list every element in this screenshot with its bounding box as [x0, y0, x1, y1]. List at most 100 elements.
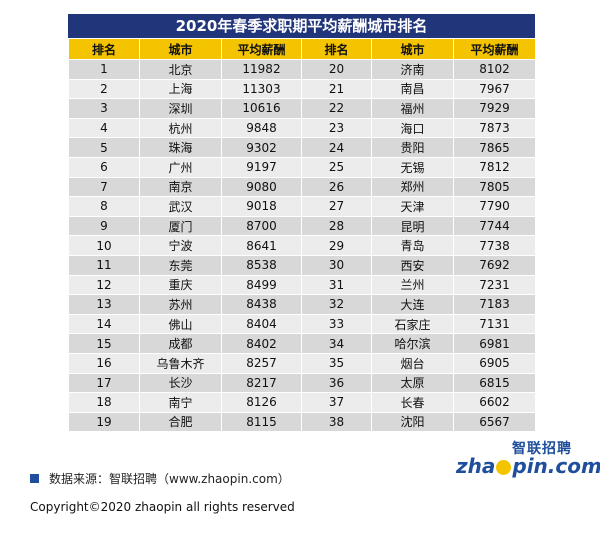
table-row: 17 长沙 8217 36 太原 6815 — [68, 372, 536, 394]
cell-salary-right: 6602 — [453, 392, 536, 413]
cell-salary-right: 7131 — [453, 313, 536, 335]
cell-salary-right: 7231 — [453, 274, 536, 296]
header-row: 排名 城市 平均薪酬 排名 城市 平均薪酬 — [68, 38, 536, 60]
cell-city-right: 南昌 — [371, 78, 454, 100]
header-city-right: 城市 — [371, 38, 454, 60]
cell-city-right: 天津 — [371, 196, 454, 217]
table-row: 1 北京 11982 20 济南 8102 — [68, 59, 536, 80]
cell-rank-right: 21 — [301, 78, 372, 100]
cell-city-right: 青岛 — [371, 235, 454, 256]
cell-salary-right: 7812 — [453, 156, 536, 178]
bullet-square-icon — [30, 474, 39, 483]
table-row: 11 东莞 8538 30 西安 7692 — [68, 254, 536, 276]
cell-salary-left: 8438 — [221, 294, 302, 315]
table-row: 3 深圳 10616 22 福州 7929 — [68, 98, 536, 119]
table-row: 13 苏州 8438 32 大连 7183 — [68, 294, 536, 315]
header-city-left: 城市 — [139, 38, 222, 60]
salary-ranking-table-container: 2020年春季求职期平均薪酬城市排名 排名 城市 平均薪酬 排名 城市 平均薪酬… — [68, 14, 536, 433]
cell-city-left: 深圳 — [139, 98, 222, 119]
cell-salary-left: 8700 — [221, 215, 302, 237]
cell-rank-right: 24 — [301, 137, 372, 158]
cell-city-left: 北京 — [139, 59, 222, 80]
cell-rank-left: 3 — [68, 98, 140, 119]
table-row: 8 武汉 9018 27 天津 7790 — [68, 196, 536, 217]
cell-rank-left: 4 — [68, 117, 140, 139]
salary-ranking-table: 排名 城市 平均薪酬 排名 城市 平均薪酬 1 北京 11982 20 济南 8102 2 上… — [68, 38, 536, 433]
cell-salary-right: 7929 — [453, 98, 536, 119]
cell-city-left: 重庆 — [139, 274, 222, 296]
cell-salary-left: 11303 — [221, 78, 302, 100]
logo-prefix: zha — [456, 454, 496, 478]
table-row: 7 南京 9080 26 郑州 7805 — [68, 176, 536, 198]
cell-rank-right: 23 — [301, 117, 372, 139]
cell-city-right: 沈阳 — [371, 411, 454, 433]
header-salary-right: 平均薪酬 — [453, 38, 536, 60]
cell-city-right: 海口 — [371, 117, 454, 139]
cell-city-left: 东莞 — [139, 254, 222, 276]
cell-salary-left: 10616 — [221, 98, 302, 119]
cell-rank-right: 32 — [301, 294, 372, 315]
cell-salary-left: 8641 — [221, 235, 302, 256]
cell-rank-left: 12 — [68, 274, 140, 296]
cell-rank-left: 18 — [68, 392, 140, 413]
cell-city-left: 长沙 — [139, 372, 222, 394]
cell-salary-right: 7865 — [453, 137, 536, 158]
logo-chinese-text: 智联招聘 — [512, 441, 572, 457]
cell-rank-left: 6 — [68, 156, 140, 178]
cell-rank-right: 27 — [301, 196, 372, 217]
cell-city-left: 珠海 — [139, 137, 222, 158]
table-row: 2 上海 11303 21 南昌 7967 — [68, 78, 536, 100]
cell-rank-right: 30 — [301, 254, 372, 276]
cell-rank-right: 31 — [301, 274, 372, 296]
logo-o-circle-icon — [496, 460, 512, 475]
cell-city-left: 南京 — [139, 176, 222, 198]
table-row: 9 厦门 8700 28 昆明 7744 — [68, 215, 536, 237]
header-rank-right: 排名 — [301, 38, 372, 60]
cell-city-right: 贵阳 — [371, 137, 454, 158]
cell-city-right: 无锡 — [371, 156, 454, 178]
cell-salary-left: 9018 — [221, 196, 302, 217]
cell-salary-left: 8115 — [221, 411, 302, 433]
logo-suffix: pin.com — [512, 454, 600, 478]
cell-city-left: 南宁 — [139, 392, 222, 413]
cell-salary-left: 9302 — [221, 137, 302, 158]
cell-rank-left: 17 — [68, 372, 140, 394]
copyright-text: Copyright©2020 zhaopin all rights reserv… — [30, 500, 295, 514]
cell-salary-right: 7738 — [453, 235, 536, 256]
cell-rank-left: 15 — [68, 333, 140, 354]
cell-city-left: 合肥 — [139, 411, 222, 433]
table-row: 4 杭州 9848 23 海口 7873 — [68, 117, 536, 139]
cell-salary-right: 7183 — [453, 294, 536, 315]
cell-city-left: 宁波 — [139, 235, 222, 256]
cell-salary-right: 6905 — [453, 352, 536, 374]
cell-city-right: 太原 — [371, 372, 454, 394]
cell-city-left: 佛山 — [139, 313, 222, 335]
cell-salary-right: 7692 — [453, 254, 536, 276]
cell-rank-right: 26 — [301, 176, 372, 198]
table-row: 12 重庆 8499 31 兰州 7231 — [68, 274, 536, 296]
header-salary-left: 平均薪酬 — [221, 38, 302, 60]
cell-salary-right: 7744 — [453, 215, 536, 237]
cell-salary-left: 8402 — [221, 333, 302, 354]
cell-city-right: 大连 — [371, 294, 454, 315]
table-row: 18 南宁 8126 37 长春 6602 — [68, 392, 536, 413]
cell-city-left: 乌鲁木齐 — [139, 352, 222, 374]
table-row: 10 宁波 8641 29 青岛 7738 — [68, 235, 536, 256]
cell-rank-right: 20 — [301, 59, 372, 80]
cell-rank-left: 5 — [68, 137, 140, 158]
cell-salary-left: 8538 — [221, 254, 302, 276]
cell-salary-left: 9080 — [221, 176, 302, 198]
cell-city-right: 石家庄 — [371, 313, 454, 335]
cell-rank-left: 11 — [68, 254, 140, 276]
cell-city-right: 长春 — [371, 392, 454, 413]
cell-salary-right: 7967 — [453, 78, 536, 100]
cell-rank-left: 16 — [68, 352, 140, 374]
cell-rank-right: 38 — [301, 411, 372, 433]
table-row: 5 珠海 9302 24 贵阳 7865 — [68, 137, 536, 158]
table-row: 16 乌鲁木齐 8257 35 烟台 6905 — [68, 352, 536, 374]
cell-rank-right: 37 — [301, 392, 372, 413]
table-row: 14 佛山 8404 33 石家庄 7131 — [68, 313, 536, 335]
cell-rank-right: 35 — [301, 352, 372, 374]
cell-salary-left: 11982 — [221, 59, 302, 80]
cell-rank-right: 34 — [301, 333, 372, 354]
